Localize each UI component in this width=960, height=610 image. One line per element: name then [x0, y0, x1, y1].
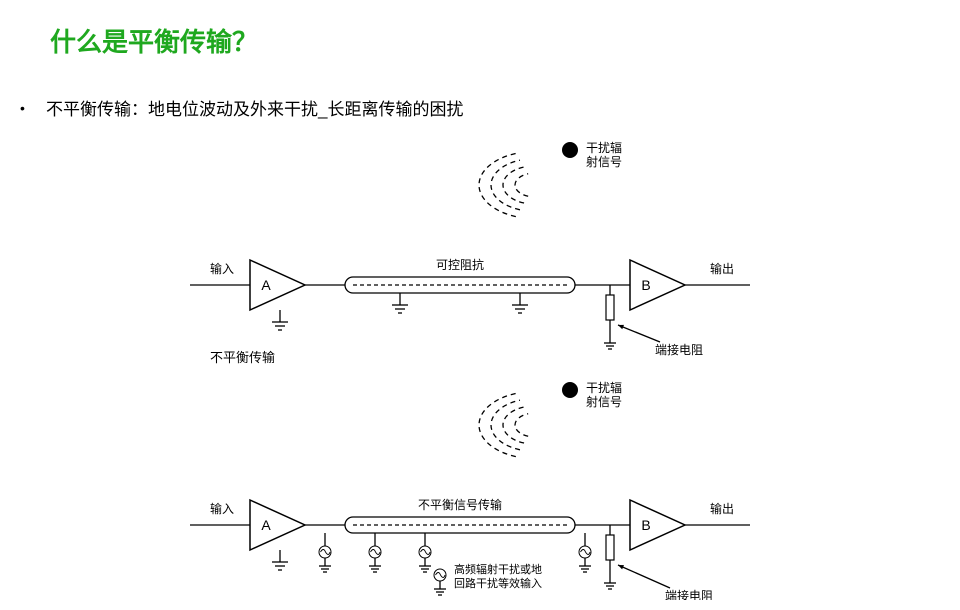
svg-text:输入: 输入	[210, 501, 234, 516]
svg-text:输出: 输出	[710, 501, 734, 516]
svg-text:B: B	[641, 277, 650, 293]
svg-text:射信号: 射信号	[586, 394, 622, 409]
svg-text:干扰辐: 干扰辐	[586, 140, 622, 155]
svg-text:输出: 输出	[710, 261, 734, 276]
svg-text:可控阻抗: 可控阻抗	[436, 257, 484, 272]
svg-text:不平衡信号传输: 不平衡信号传输	[418, 497, 502, 512]
bullet-dot: •	[20, 100, 25, 116]
svg-text:A: A	[261, 277, 271, 293]
transmission-diagram: 干扰辐射信号输入A可控阻抗B输出端接电阻不平衡传输干扰辐射信号输入A不平衡信号传…	[190, 130, 760, 600]
svg-text:高频辐射干扰或地: 高频辐射干扰或地	[454, 562, 542, 576]
svg-text:输入: 输入	[210, 261, 234, 276]
svg-text:干扰辐: 干扰辐	[586, 380, 622, 395]
svg-text:不平衡传输: 不平衡传输	[210, 350, 275, 365]
svg-text:B: B	[641, 517, 650, 533]
svg-text:射信号: 射信号	[586, 154, 622, 169]
diagram-container: 干扰辐射信号输入A可控阻抗B输出端接电阻不平衡传输干扰辐射信号输入A不平衡信号传…	[190, 130, 760, 600]
svg-text:端接电阻: 端接电阻	[655, 342, 703, 357]
page-title: 什么是平衡传输？	[50, 22, 258, 59]
svg-text:回路干扰等效输入: 回路干扰等效输入	[454, 576, 542, 590]
svg-text:端接电阻: 端接电阻	[665, 588, 713, 600]
svg-text:A: A	[261, 517, 271, 533]
bullet-text: 不平衡传输：地电位波动及外来干扰_长距离传输的困扰	[46, 95, 463, 120]
